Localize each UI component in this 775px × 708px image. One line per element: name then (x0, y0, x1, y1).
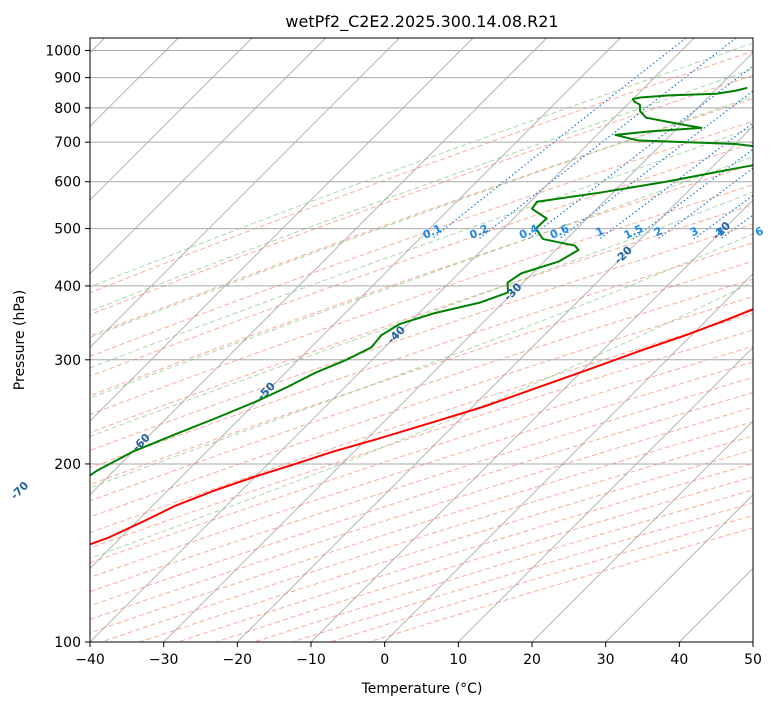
dry-adiabat-line (90, 184, 753, 415)
isotherm-line (90, 38, 326, 275)
x-tick-label: 10 (449, 652, 467, 668)
mixing-ratio-line (599, 122, 753, 240)
y-axis-ticks: 100 200 300 400 500 600 700 800 900 1000 (45, 44, 90, 651)
mixing-ratio-line (431, 38, 687, 240)
sounding-series (90, 86, 753, 546)
isotherm-line (90, 38, 474, 422)
y-axis-label: Pressure (hPa) (12, 290, 28, 390)
isotherm-line (90, 38, 253, 201)
mixing-ratio-line (558, 90, 753, 240)
y-tick-label: 500 (54, 222, 81, 238)
moist-adiabat-line (90, 191, 753, 437)
x-tick-label: −40 (75, 652, 105, 668)
x-tick-label: −20 (223, 652, 253, 668)
x-tick-label: 0 (380, 652, 389, 668)
x-tick-label: 40 (670, 652, 688, 668)
isotherm-line (384, 273, 753, 642)
isotherm-line (90, 38, 695, 642)
y-tick-label: 600 (54, 175, 81, 191)
plot-background-lines (90, 38, 753, 642)
isotherm-line (237, 125, 753, 642)
x-axis-label: Temperature (°C) (361, 681, 483, 697)
x-tick-label: −10 (296, 652, 326, 668)
y-tick-label: 900 (54, 71, 81, 87)
moist-adiabat-line (90, 233, 753, 489)
y-tick-label: 300 (54, 353, 81, 369)
dewpoint-profile-line (90, 86, 753, 477)
isotherm-line (163, 52, 753, 642)
x-tick-label: 50 (744, 652, 762, 668)
temperature-profile-line (90, 308, 753, 546)
x-tick-label: −30 (149, 652, 179, 668)
isotherm-line (310, 199, 753, 642)
dry-adiabat-line (90, 223, 753, 451)
x-tick-label: 20 (523, 652, 541, 668)
isotherm-line (605, 494, 753, 642)
isotherm-line (531, 420, 753, 642)
y-tick-label: 200 (54, 457, 81, 473)
dry-adiabat-line (90, 98, 753, 337)
dry-adiabat-line (90, 74, 753, 316)
x-tick-label: 30 (597, 652, 615, 668)
x-axis-ticks: −40 −30 −20 −10 0 10 20 30 40 50 (75, 642, 762, 668)
y-tick-label: 700 (54, 135, 81, 151)
y-tick-label: 100 (54, 635, 81, 651)
isotherm-line (458, 346, 753, 642)
y-tick-label: 1000 (45, 44, 81, 60)
y-tick-label: 400 (54, 279, 81, 295)
dry-adiabat-line (90, 242, 753, 469)
plot-frame (89, 37, 754, 643)
moist-adiabat-line (90, 42, 753, 288)
moist-adiabat-line (90, 281, 753, 559)
moist-adiabat-line (90, 68, 753, 312)
chart-title: wetPf2_C2E2.2025.300.14.08.R21 (285, 12, 558, 32)
isotherm-line (90, 38, 400, 348)
isotherm-line (90, 38, 547, 496)
y-tick-label: 800 (54, 101, 81, 117)
isotherm-line (90, 38, 621, 569)
mixing-ratio-line (478, 38, 738, 240)
moist-adiabat-line (90, 95, 753, 338)
mixing-ratio-line (527, 65, 753, 240)
